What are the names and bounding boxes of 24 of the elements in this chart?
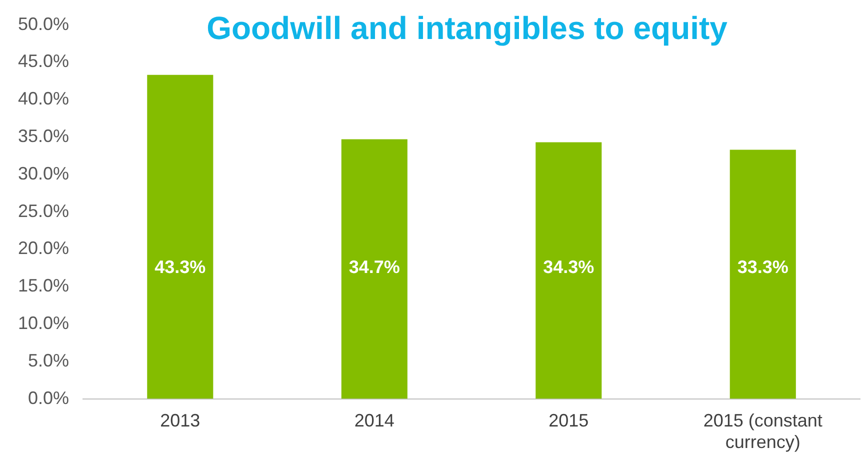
bar bbox=[341, 139, 408, 399]
x-tick-label: 2015 (constant currency) bbox=[703, 410, 822, 452]
y-tick-label: 10.0% bbox=[18, 312, 70, 333]
y-tick-label: 50.0% bbox=[18, 14, 70, 34]
y-tick-label: 35.0% bbox=[18, 126, 70, 146]
bar bbox=[730, 150, 796, 399]
y-tick-label: 0.0% bbox=[28, 388, 70, 408]
data-label: 43.3% bbox=[154, 256, 206, 277]
y-tick-label: 45.0% bbox=[18, 51, 70, 72]
data-label: 33.3% bbox=[737, 256, 788, 277]
x-tick-label: 2014 bbox=[354, 410, 394, 431]
x-tick-label: 2013 bbox=[160, 410, 200, 431]
bar bbox=[536, 142, 602, 399]
bar bbox=[147, 74, 214, 399]
y-tick-label: 20.0% bbox=[18, 238, 70, 258]
y-tick-label: 40.0% bbox=[18, 88, 70, 109]
y-tick-label: 30.0% bbox=[18, 163, 70, 184]
y-tick-label: 25.0% bbox=[18, 200, 70, 221]
chart-title: Goodwill and intangibles to equity bbox=[206, 10, 728, 46]
y-tick-label: 5.0% bbox=[28, 350, 70, 370]
x-tick-label: 2015 bbox=[548, 410, 589, 431]
y-tick-label: 15.0% bbox=[18, 276, 70, 296]
data-label: 34.3% bbox=[543, 256, 594, 277]
data-label: 34.7% bbox=[348, 256, 400, 277]
